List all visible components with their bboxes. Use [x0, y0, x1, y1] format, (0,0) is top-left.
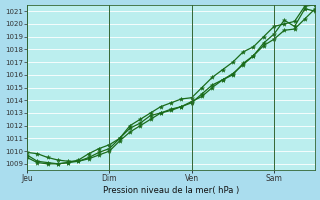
X-axis label: Pression niveau de la mer( hPa ): Pression niveau de la mer( hPa ): [103, 186, 239, 195]
